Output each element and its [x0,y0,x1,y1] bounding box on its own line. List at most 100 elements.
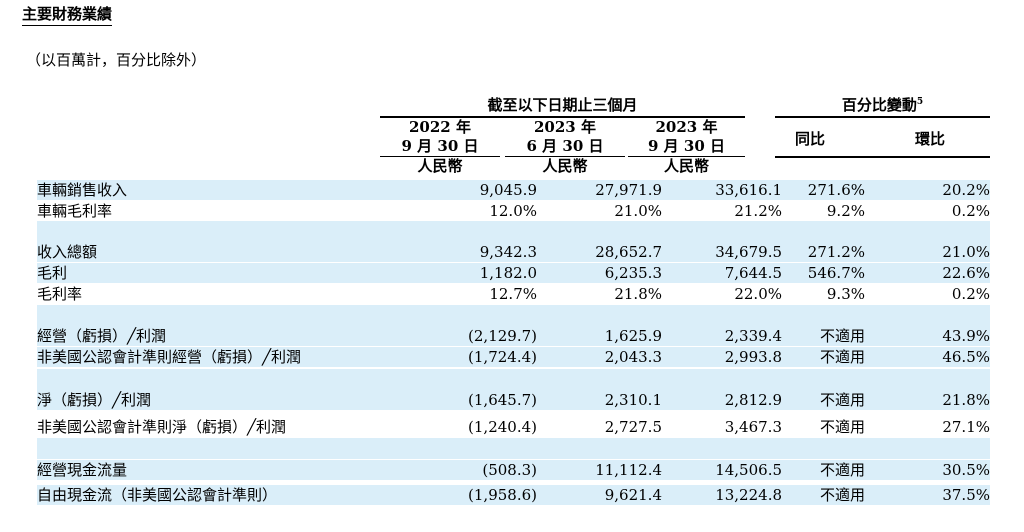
row-value: 1,625.9 [604,327,662,345]
row-value: 30.5% [942,461,990,479]
row-value: 271.6% [807,181,865,199]
row-label: 非美國公認會計準則淨（虧損）╱利潤 [37,418,287,436]
row-value: 2,043.3 [604,348,662,366]
period-group-underline [380,116,745,118]
row-value: (1,958.6) [468,486,537,504]
row-value: 9,342.3 [479,243,537,261]
yoy-header: 同比 [794,130,825,148]
period-1-currency: 人民幣 [417,157,463,175]
qoq-header: 環比 [914,130,945,148]
table-row: 毛利率 12.7% 21.8% 22.0% 9.3% 0.2% [37,284,990,304]
row-value: 不適用 [819,327,865,345]
row-value: 不適用 [819,418,865,436]
section-title: 主要財務業績 [22,4,113,26]
unit-note: （以百萬計，百分比除外） [26,51,207,69]
row-value: 7,644.5 [724,264,782,282]
row-value: (2,129.7) [468,327,537,345]
table-row: 車輛毛利率 12.0% 21.0% 21.2% 9.2% 0.2% [37,201,990,221]
spacer-band [37,369,990,390]
row-value: (1,645.7) [468,391,537,409]
row-value: 22.0% [734,285,782,303]
row-label: 車輛毛利率 [37,202,113,220]
row-value: 43.9% [942,327,990,345]
period-header-1: 2022 年 9 月 30 日 人民幣 [380,118,500,176]
row-value: (1,240.4) [468,418,537,436]
period-header-3: 2023 年 9 月 30 日 人民幣 [628,118,745,176]
row-value: 2,727.5 [604,418,662,436]
row-label: 經營現金流量 [37,461,128,479]
row-label: 非美國公認會計準則經營（虧損）╱利潤 [37,348,302,366]
row-value: 2,812.9 [724,391,782,409]
period-3-currency: 人民幣 [663,157,709,175]
change-columns-underline [775,156,990,158]
period-header-2: 2023 年 6 月 30 日 人民幣 [505,118,625,176]
row-value: 9.2% [826,202,865,220]
table-row: 毛利 1,182.0 6,235.3 7,644.5 546.7% 22.6% [37,263,990,283]
row-label: 收入總額 [37,243,98,261]
table-row: 收入總額 9,342.3 28,652.7 34,679.5 271.2% 21.0% [37,242,990,262]
row-value: 37.5% [942,486,990,504]
row-value: 9.3% [826,285,865,303]
row-value: 21.2% [734,202,782,220]
row-value: 6,235.3 [604,264,662,282]
spacer-band [37,221,990,242]
row-value: 不適用 [819,461,865,479]
spacer-band [37,438,990,459]
table-row: 非美國公認會計準則經營（虧損）╱利潤 (1,724.4) 2,043.3 2,993.… [37,347,990,367]
row-value: 546.7% [807,264,865,282]
period-1-date: 9 月 30 日 [380,137,500,157]
period-1-year: 2022 年 [409,118,471,136]
row-value: (1,724.4) [468,348,537,366]
row-value: 0.2% [951,285,990,303]
row-value: 27,971.9 [595,181,662,199]
row-value: 2,993.8 [724,348,782,366]
table-row: 淨（虧損）╱利潤 (1,645.7) 2,310.1 2,812.9 不適用 21.8% [37,390,990,410]
change-footnote: 5 [916,97,924,107]
row-value: 34,679.5 [715,243,782,261]
row-value: 0.2% [951,202,990,220]
row-value: 3,467.3 [724,418,782,436]
row-value: 不適用 [819,391,865,409]
row-value: 14,506.5 [715,461,782,479]
row-value: 28,652.7 [595,243,662,261]
change-group-label: 百分比變動 [841,96,917,114]
table-row: 經營現金流量 (508.3) 11,112.4 14,506.5 不適用 30.5% [37,460,990,480]
row-label: 毛利 [37,264,68,282]
row-label: 自由現金流（非美國公認會計準則） [37,486,278,504]
period-2-year: 2023 年 [534,118,596,136]
change-group-underline [775,116,990,118]
row-value: 27.1% [942,418,990,436]
period-3-date: 9 月 30 日 [628,137,745,157]
row-value: 9,621.4 [604,486,662,504]
period-group-header: 截至以下日期止三個月 [380,96,745,115]
row-value: 9,045.9 [479,181,537,199]
spacer-band [37,305,990,326]
row-value: 21.8% [614,285,662,303]
change-group-header: 百分比變動5 [775,96,990,115]
row-label: 車輛銷售收入 [37,181,128,199]
row-value: 46.5% [942,348,990,366]
row-value: 12.7% [489,285,537,303]
period-2-date: 6 月 30 日 [505,137,625,157]
table-row: 非美國公認會計準則淨（虧損）╱利潤 (1,240.4) 2,727.5 3,467.3… [37,417,990,437]
row-value: 33,616.1 [715,181,782,199]
row-value: 不適用 [819,348,865,366]
row-value: 22.6% [942,264,990,282]
row-label: 經營（虧損）╱利潤 [37,327,167,345]
row-value: (508.3) [482,461,537,479]
row-value: 21.8% [942,391,990,409]
table-row: 自由現金流（非美國公認會計準則） (1,958.6) 9,621.4 13,224.8… [37,485,990,505]
row-value: 271.2% [807,243,865,261]
row-value: 2,339.4 [724,327,782,345]
period-2-currency: 人民幣 [542,157,588,175]
row-value: 21.0% [942,243,990,261]
row-label: 淨（虧損）╱利潤 [37,391,152,409]
row-value: 1,182.0 [479,264,537,282]
row-value: 不適用 [819,486,865,504]
row-value: 12.0% [489,202,537,220]
period-group-label: 截至以下日期止三個月 [487,96,638,114]
table-row: 經營（虧損）╱利潤 (2,129.7) 1,625.9 2,339.4 不適用 43.9% [37,326,990,346]
row-value: 11,112.4 [595,461,662,479]
row-label: 毛利率 [37,285,83,303]
row-value: 2,310.1 [604,391,662,409]
